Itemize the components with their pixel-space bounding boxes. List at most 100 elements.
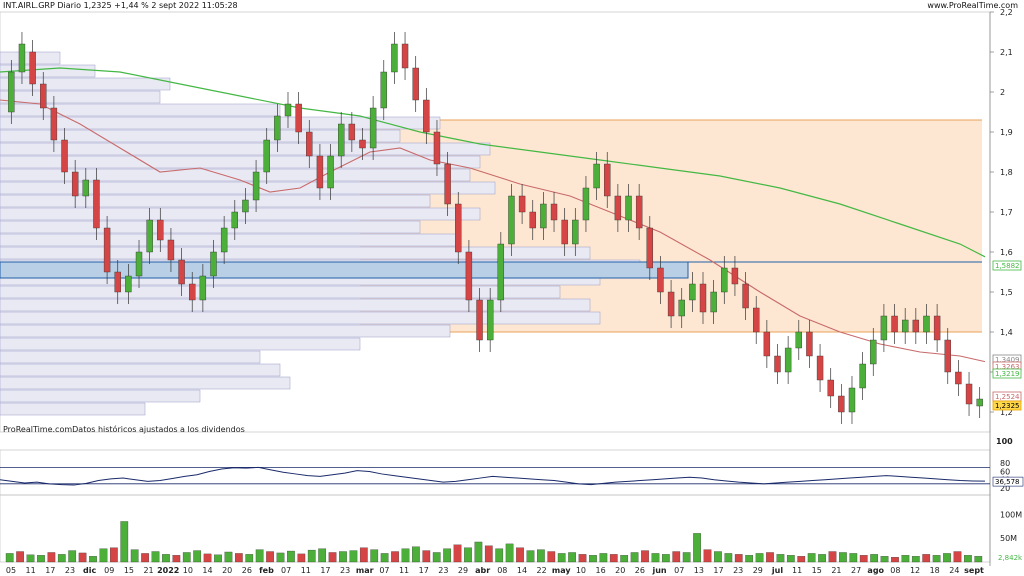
candle[interactable] [93,179,100,229]
candle[interactable] [753,307,760,333]
candle[interactable] [933,315,941,341]
volume-bar[interactable] [797,556,806,563]
volume-bar[interactable] [464,547,472,563]
volume-bar[interactable] [776,554,785,563]
candle[interactable] [497,243,505,301]
candle[interactable] [71,171,79,197]
candle[interactable] [103,227,111,273]
candle[interactable] [699,283,707,313]
volume-bar[interactable] [99,548,108,563]
candle[interactable] [561,219,568,245]
candle[interactable] [284,103,292,117]
candle[interactable] [401,43,409,69]
candle[interactable] [252,171,260,201]
volume-bar[interactable] [693,533,701,563]
candle[interactable] [146,219,153,253]
candle[interactable] [901,319,909,333]
volume-bar[interactable] [818,554,826,563]
volume-bar[interactable] [349,550,358,563]
candle[interactable] [220,227,228,253]
candle[interactable] [848,387,856,413]
candle[interactable] [784,347,792,373]
volume-bar[interactable] [682,552,691,563]
volume-bar[interactable] [786,555,795,563]
volume-bar[interactable] [557,553,566,563]
volume-bar[interactable] [505,543,514,563]
candle[interactable] [667,291,675,317]
volume-bar[interactable] [724,553,733,563]
candle[interactable] [923,315,930,333]
candle[interactable] [657,267,664,293]
volume-bar[interactable] [620,555,629,563]
candle[interactable] [231,211,238,229]
candle[interactable] [742,283,749,309]
volume-bar[interactable] [859,555,868,563]
candle[interactable] [263,139,270,173]
candle[interactable] [625,195,632,221]
candle[interactable] [880,315,888,341]
volume-bar[interactable] [901,555,910,563]
volume-bar[interactable] [714,551,722,563]
volume-bar[interactable] [953,551,962,563]
candle[interactable] [816,355,824,381]
candle[interactable] [476,299,483,341]
candle[interactable] [50,107,58,141]
candle[interactable] [508,195,515,245]
volume-bar[interactable] [661,554,670,563]
candle[interactable] [178,259,185,285]
candle[interactable] [412,67,419,101]
candle[interactable] [135,251,143,277]
candle[interactable] [976,398,983,407]
volume-bar[interactable] [484,545,493,563]
candle[interactable] [604,163,611,197]
candle[interactable] [8,71,15,113]
candle[interactable] [359,139,366,149]
volume-bar[interactable] [568,552,576,563]
volume-bar[interactable] [880,556,889,563]
candle[interactable] [678,299,685,317]
volume-bar[interactable] [89,556,97,563]
volume-bar[interactable] [255,549,264,563]
volume-bar[interactable] [911,556,920,563]
candle[interactable] [61,139,68,173]
volume-bar[interactable] [745,555,754,563]
volume-bar[interactable] [47,552,56,563]
volume-bar[interactable] [495,548,504,563]
candle[interactable] [433,131,441,165]
volume-bar[interactable] [974,556,983,563]
volume-bar[interactable] [766,552,774,563]
volume-bar[interactable] [57,554,66,563]
volume-bar[interactable] [734,554,743,563]
candle[interactable] [125,275,132,293]
candle[interactable] [795,331,802,349]
volume-bar[interactable] [391,551,399,563]
volume-bar[interactable] [641,550,649,563]
volume-bar[interactable] [401,548,410,563]
candle[interactable] [540,203,547,229]
volume-bar[interactable] [547,551,556,563]
volume-bar[interactable] [453,544,462,563]
candle[interactable] [614,195,622,221]
candle[interactable] [912,319,920,333]
volume-bar[interactable] [266,551,274,563]
candle[interactable] [731,267,739,285]
volume-bar[interactable] [943,553,951,563]
candle[interactable] [295,103,302,133]
volume-bar[interactable] [307,549,316,563]
volume-bar[interactable] [297,553,306,563]
candle[interactable] [827,379,834,397]
candle[interactable] [965,383,973,405]
volume-bar[interactable] [380,553,389,563]
candle[interactable] [582,187,590,221]
volume-bar[interactable] [922,554,931,563]
candle[interactable] [774,355,781,373]
candle[interactable] [29,51,36,85]
volume-bar[interactable] [37,555,45,563]
candle[interactable] [838,395,845,413]
volume-bar[interactable] [234,553,243,563]
volume-bar[interactable] [78,552,87,563]
volume-bar[interactable] [193,550,202,563]
candle[interactable] [18,43,26,73]
candle[interactable] [593,163,600,189]
